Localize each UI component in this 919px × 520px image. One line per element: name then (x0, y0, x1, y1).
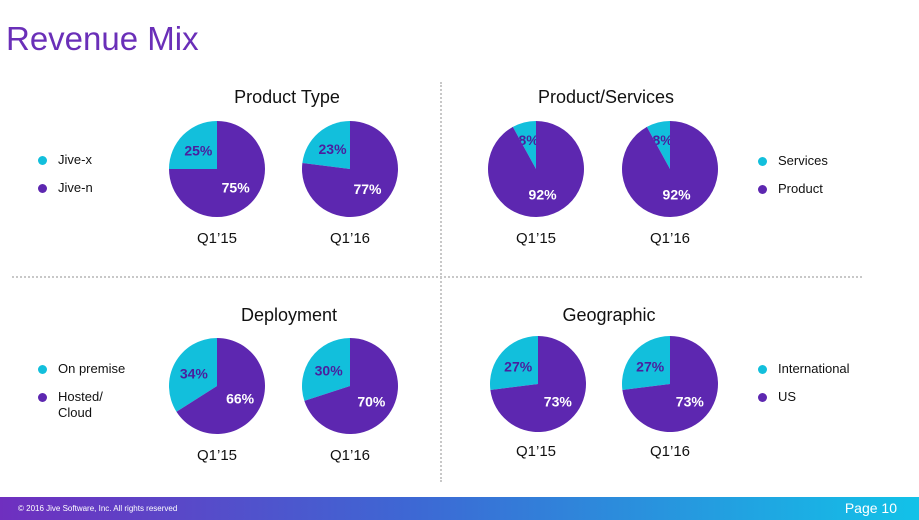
pie-svg: 27% 73% (622, 336, 718, 432)
pie-svg: 25% 75% (169, 121, 265, 217)
pie-slice-label: 8% (518, 132, 539, 148)
pie-slice-label: 77% (353, 181, 382, 197)
period-label: Q1’16 (649, 230, 691, 247)
legend-swatch (758, 393, 767, 402)
pie-slice-label: 92% (529, 187, 558, 203)
pie-chart: 27% 73% (490, 336, 586, 432)
legend-label: International (778, 361, 850, 376)
pie-slice (488, 121, 584, 217)
pie-chart: 30% 70% (302, 338, 398, 434)
legend-swatch (758, 365, 767, 374)
legend-label: Services (778, 153, 828, 168)
panel-title: Geographic (562, 305, 656, 325)
pie-svg: 8% 92% (488, 121, 584, 217)
period-label: Q1’15 (196, 230, 238, 247)
period-label: Q1’15 (196, 447, 238, 464)
pie-chart: 34% 66% (169, 338, 265, 434)
pie-slice (169, 338, 217, 412)
legend-item: Product (758, 181, 828, 197)
pie-chart: 8% 92% (622, 121, 718, 217)
legend-swatch (38, 365, 47, 374)
pie-chart: 8% 92% (488, 121, 584, 217)
pie-svg: 23% 77% (302, 121, 398, 217)
pie-slice (622, 336, 718, 432)
legend-label: Jive-n (58, 180, 93, 195)
legend-swatch (38, 156, 47, 165)
legend-item: Jive-n (38, 180, 93, 196)
footer-bar: © 2016 Jive Software, Inc. All rights re… (0, 497, 919, 520)
period-label: Q1’15 (515, 443, 557, 460)
period-label: Q1’16 (329, 447, 371, 464)
pie-chart: 27% 73% (622, 336, 718, 432)
pie-slice (302, 338, 350, 401)
pie-slice (490, 336, 538, 391)
legend-swatch (758, 157, 767, 166)
legend-swatch (38, 184, 47, 193)
pie-slice-label: 73% (544, 393, 573, 409)
pie-slice-label: 27% (636, 359, 665, 375)
legend: International US (758, 361, 850, 417)
slide-title: Revenue Mix (6, 20, 199, 57)
pie-slice (304, 338, 398, 434)
pie-slice (622, 121, 718, 217)
legend-label: Hosted/ Cloud (58, 389, 103, 420)
panel-title: Product Type (234, 87, 340, 107)
pie-slice (302, 121, 398, 217)
legend: On premise Hosted/ Cloud (38, 361, 128, 433)
panel-title: Deployment (240, 305, 338, 325)
legend-item: Services (758, 153, 828, 169)
legend-label: Product (778, 181, 823, 196)
legend-swatch (758, 185, 767, 194)
pie-slice-label: 8% (652, 132, 673, 148)
pie-svg: 8% 92% (622, 121, 718, 217)
pie-chart: 25% 75% (169, 121, 265, 217)
pie-svg: 34% 66% (169, 338, 265, 434)
vertical-divider (440, 82, 442, 482)
pie-slice-label: 30% (315, 362, 344, 378)
pie-slice-label: 70% (357, 394, 386, 410)
legend-swatch (38, 393, 47, 402)
legend-item: On premise (38, 361, 128, 377)
panel-title: Product/Services (537, 87, 675, 107)
pie-slice-label: 92% (663, 187, 692, 203)
pie-slice (646, 121, 670, 169)
legend-label: US (778, 389, 797, 404)
period-label: Q1’16 (329, 230, 371, 247)
pie-slice-label: 73% (676, 393, 705, 409)
horizontal-divider (12, 276, 862, 278)
legend-label: Jive-x (58, 152, 92, 167)
legend-label: On premise (58, 361, 126, 376)
pie-slice (512, 121, 536, 169)
legend-item: Jive-x (38, 152, 93, 168)
copyright-text: © 2016 Jive Software, Inc. All rights re… (18, 504, 178, 513)
pie-svg: 27% 73% (490, 336, 586, 432)
pie-slice-label: 27% (504, 359, 533, 375)
legend-item: Hosted/ Cloud (38, 389, 128, 421)
pie-slice (176, 338, 265, 434)
period-label: Q1’15 (515, 230, 557, 247)
pie-slice-label: 75% (222, 180, 251, 196)
pie-slice-label: 23% (319, 141, 348, 157)
pie-slice (302, 121, 350, 169)
legend: Services Product (758, 153, 828, 209)
pie-chart: 23% 77% (302, 121, 398, 217)
page-number: Page 10 (844, 500, 897, 516)
legend: Jive-x Jive-n (38, 152, 93, 208)
pie-slice (169, 121, 217, 169)
pie-svg: 30% 70% (302, 338, 398, 434)
pie-slice (490, 336, 586, 432)
pie-slice-label: 25% (184, 142, 213, 158)
pie-slice (622, 336, 670, 391)
legend-item: International (758, 361, 850, 377)
pie-slice-label: 34% (180, 365, 209, 381)
pie-slice-label: 66% (226, 391, 255, 407)
legend-item: US (758, 389, 850, 405)
period-label: Q1’16 (649, 443, 691, 460)
pie-slice (169, 121, 265, 217)
